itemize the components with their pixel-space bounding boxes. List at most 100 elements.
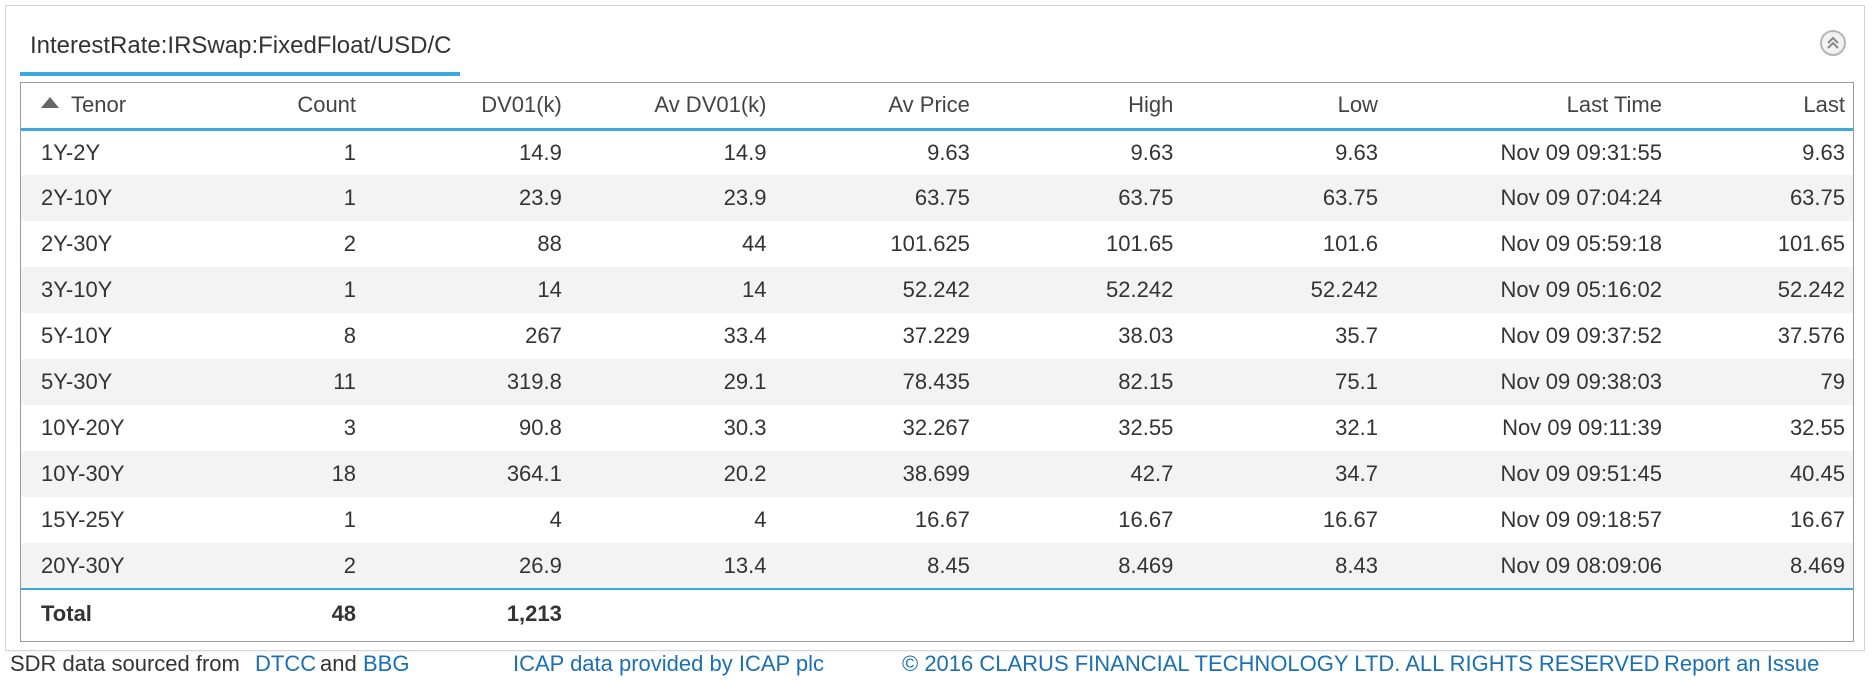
column-header-label: Last Time xyxy=(1566,92,1662,118)
table-row[interactable]: 15Y-25Y 1 4 4 16.67 16.67 16.67 Nov 09 09:18:57… xyxy=(21,497,1853,543)
cell-dv01: 14 xyxy=(537,277,562,302)
column-header-av-dv01[interactable]: Av DV01(k) xyxy=(570,83,775,129)
cell-low: 35.7 xyxy=(1335,323,1378,348)
column-header-high[interactable]: High xyxy=(978,83,1181,129)
cell-low: 52.242 xyxy=(1310,277,1378,302)
column-header-count[interactable]: Count xyxy=(226,83,364,129)
cell-high: 16.67 xyxy=(1118,507,1174,532)
cell-av-dv01: 13.4 xyxy=(723,552,767,578)
bbg-link[interactable]: BBG xyxy=(363,651,410,676)
cell-dv01: 14.9 xyxy=(519,139,562,165)
sort-ascending-icon xyxy=(41,96,59,108)
cell-last-time: Nov 09 07:04:24 xyxy=(1500,185,1662,210)
cell-av-price: 32.267 xyxy=(902,415,970,440)
icap-link[interactable]: ICAP data provided by ICAP plc xyxy=(513,651,825,676)
cell-last: 52.242 xyxy=(1777,277,1845,302)
cell-av-price: 78.435 xyxy=(902,369,970,394)
cell-dv01: 23.9 xyxy=(519,185,562,210)
cell-last-time: Nov 09 05:59:18 xyxy=(1500,231,1662,256)
total-high xyxy=(978,589,1181,638)
cell-last-time: Nov 09 08:09:06 xyxy=(1500,552,1662,578)
cell-dv01: 88 xyxy=(537,231,562,256)
cell-low: 16.67 xyxy=(1322,507,1378,532)
cell-tenor: 1Y-2Y xyxy=(41,139,101,165)
table-body: 1Y-2Y 1 14.9 14.9 9.63 9.63 9.63 Nov 09 09:31:5… xyxy=(21,129,1853,589)
table-row[interactable]: 10Y-20Y 3 90.8 30.3 32.267 32.55 32.1 Nov 09 09… xyxy=(21,405,1853,451)
copyright-link[interactable]: © 2016 CLARUS FINANCIAL TECHNOLOGY LTD. … xyxy=(902,651,1660,676)
cell-count: 2 xyxy=(343,552,357,578)
cell-tenor: 20Y-30Y xyxy=(41,552,125,578)
cell-count: 1 xyxy=(343,277,357,302)
cell-tenor: 10Y-20Y xyxy=(41,415,125,440)
column-header-av-price[interactable]: Av Price xyxy=(775,83,978,129)
column-header-last-time[interactable]: Last Time xyxy=(1386,83,1670,129)
cell-av-price: 38.699 xyxy=(902,461,970,486)
column-header-label: High xyxy=(1128,92,1174,118)
cell-last-time: Nov 09 09:38:03 xyxy=(1500,369,1662,394)
collapse-button[interactable] xyxy=(1820,30,1846,56)
column-header-label: Av DV01(k) xyxy=(654,92,767,118)
column-header-tenor[interactable]: Tenor xyxy=(21,83,226,129)
cell-low: 9.63 xyxy=(1335,139,1378,165)
column-header-label: Last xyxy=(1803,92,1845,118)
cell-av-dv01: 44 xyxy=(742,231,767,256)
column-header-low[interactable]: Low xyxy=(1181,83,1386,129)
product-tab[interactable]: InterestRate:IRSwap:FixedFloat/USD/C xyxy=(20,22,460,76)
cell-high: 63.75 xyxy=(1118,185,1174,210)
cell-tenor: 10Y-30Y xyxy=(41,461,125,486)
cell-av-dv01: 14.9 xyxy=(723,139,767,165)
cell-last: 32.55 xyxy=(1789,415,1845,440)
report-issue-link[interactable]: Report an Issue xyxy=(1664,651,1820,676)
cell-av-price: 101.625 xyxy=(890,231,970,256)
cell-count: 8 xyxy=(343,323,357,348)
cell-av-price: 9.63 xyxy=(927,139,970,165)
cell-last: 8.469 xyxy=(1789,552,1845,578)
cell-tenor: 3Y-10Y xyxy=(41,277,113,302)
cell-low: 32.1 xyxy=(1335,415,1378,440)
table-row[interactable]: 3Y-10Y 1 14 14 52.242 52.242 52.242 Nov 09 05:1… xyxy=(21,267,1853,313)
trade-summary-panel: InterestRate:IRSwap:FixedFloat/USD/C Ten… xyxy=(5,5,1865,651)
cell-tenor: 2Y-30Y xyxy=(41,231,113,256)
cell-high: 8.469 xyxy=(1118,552,1174,578)
cell-high: 38.03 xyxy=(1118,323,1174,348)
cell-count: 1 xyxy=(343,507,357,532)
cell-low: 8.43 xyxy=(1335,552,1378,578)
table-row[interactable]: 5Y-10Y 8 267 33.4 37.229 38.03 35.7 Nov 09 09:3… xyxy=(21,313,1853,359)
cell-low: 101.6 xyxy=(1322,231,1378,256)
table-row[interactable]: 20Y-30Y 2 26.9 13.4 8.45 8.469 8.43 Nov 09 08:0… xyxy=(21,543,1853,589)
total-last-time xyxy=(1386,589,1670,638)
cell-av-price: 8.45 xyxy=(927,552,970,578)
cell-last-time: Nov 09 09:11:39 xyxy=(1502,415,1662,440)
table-row[interactable]: 2Y-30Y 2 88 44 101.625 101.65 101.6 Nov 09 05:5… xyxy=(21,221,1853,267)
cell-last: 16.67 xyxy=(1789,507,1845,532)
cell-av-price: 16.67 xyxy=(914,507,970,532)
and-text: and xyxy=(320,651,357,676)
chevron-up-circle-icon xyxy=(1827,36,1839,49)
cell-high: 52.242 xyxy=(1106,277,1174,302)
column-header-label: DV01(k) xyxy=(481,92,562,118)
cell-av-dv01: 33.4 xyxy=(723,323,767,348)
cell-tenor: 5Y-30Y xyxy=(41,369,113,394)
column-header-last[interactable]: Last xyxy=(1670,83,1853,129)
table-row[interactable]: 10Y-30Y 18 364.1 20.2 38.699 42.7 34.7 Nov 09 0… xyxy=(21,451,1853,497)
cell-last-time: Nov 09 09:18:57 xyxy=(1500,507,1662,532)
product-tab-label: InterestRate:IRSwap:FixedFloat/USD/C xyxy=(30,32,452,59)
table-row[interactable]: 1Y-2Y 1 14.9 14.9 9.63 9.63 9.63 Nov 09 09:31:5… xyxy=(21,129,1853,175)
total-row: Total 48 1,213 xyxy=(21,589,1853,638)
cell-count: 1 xyxy=(343,185,357,210)
dtcc-link[interactable]: DTCC xyxy=(255,651,317,676)
column-header-label: Low xyxy=(1337,92,1378,118)
cell-av-dv01: 29.1 xyxy=(723,369,767,394)
total-count: 48 xyxy=(331,601,357,626)
table-row[interactable]: 5Y-30Y 11 319.8 29.1 78.435 82.15 75.1 Nov 09 0… xyxy=(21,359,1853,405)
cell-high: 42.7 xyxy=(1130,461,1174,486)
cell-high: 9.63 xyxy=(1130,139,1174,165)
cell-av-dv01: 20.2 xyxy=(723,461,767,486)
cell-dv01: 90.8 xyxy=(519,415,562,440)
header-row: Tenor Count DV01(k) Av DV01(k) Av Price High L… xyxy=(21,83,1853,129)
cell-av-price: 52.242 xyxy=(902,277,970,302)
cell-last: 9.63 xyxy=(1802,139,1845,165)
table-row[interactable]: 2Y-10Y 1 23.9 23.9 63.75 63.75 63.75 Nov 09 07:… xyxy=(21,175,1853,221)
column-header-dv01[interactable]: DV01(k) xyxy=(364,83,570,129)
cell-high: 32.55 xyxy=(1118,415,1174,440)
